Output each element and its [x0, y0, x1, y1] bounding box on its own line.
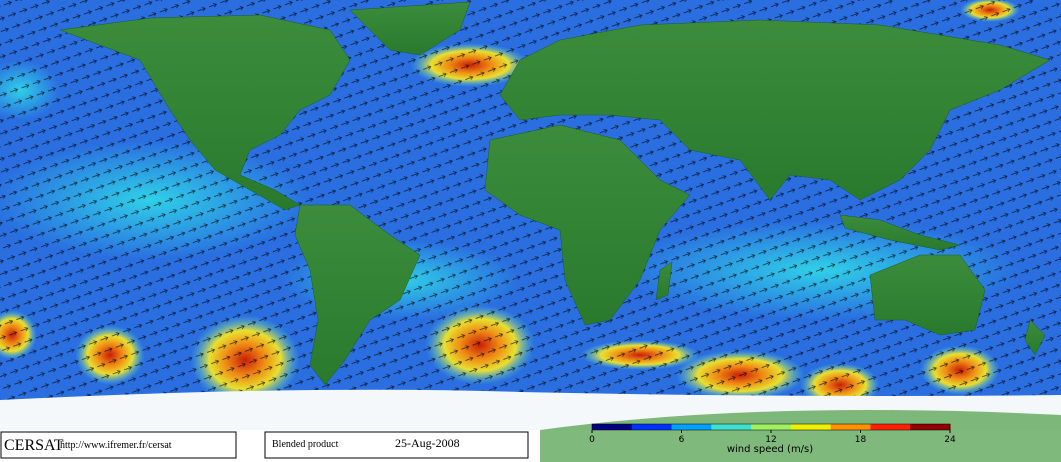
colorbar-segment: [631, 424, 673, 430]
north-america: [59, 14, 351, 211]
colorbar-segment: [592, 424, 633, 430]
land: [59, 1, 1051, 386]
indonesia: [839, 214, 961, 251]
colorbar-tick-label: 12: [765, 435, 776, 445]
antarctica-relief: [540, 410, 1061, 462]
date: 25-Aug-2008: [395, 436, 460, 450]
colorbar-segment: [830, 424, 871, 430]
colorbar-segment: [910, 424, 951, 430]
south-america: [294, 204, 421, 386]
info-box: [264, 431, 529, 459]
new-zealand: [1024, 319, 1046, 356]
eurasia: [499, 19, 1051, 201]
madagascar: [655, 261, 673, 301]
footer: CERSAT http://www.ifremer.fr/cersat Blen…: [0, 431, 529, 459]
logo-box: [0, 431, 237, 459]
colorbar-tick-label: 18: [855, 435, 867, 445]
greenland: [349, 1, 471, 56]
logo: CERSAT: [4, 437, 64, 454]
colorbar-tick-label: 0: [589, 435, 595, 445]
australia: [869, 254, 986, 336]
colorbar-tick-label: 6: [679, 435, 685, 445]
colorbar-label: wind speed (m/s): [727, 444, 813, 455]
colorbar: wind speed (m/s) 0 6 12 18 24: [589, 423, 956, 455]
url[interactable]: http://www.ifremer.fr/cersat: [60, 440, 172, 451]
colorbar-segment: [870, 424, 911, 430]
colorbar-segment: [790, 424, 832, 430]
africa: [484, 124, 691, 326]
product: Blended product: [272, 439, 339, 450]
colorbar-segment: [671, 424, 712, 430]
colorbar-tick-label: 24: [944, 435, 956, 445]
colorbar-segment: [751, 424, 792, 430]
colorbar-segment: [711, 424, 752, 430]
